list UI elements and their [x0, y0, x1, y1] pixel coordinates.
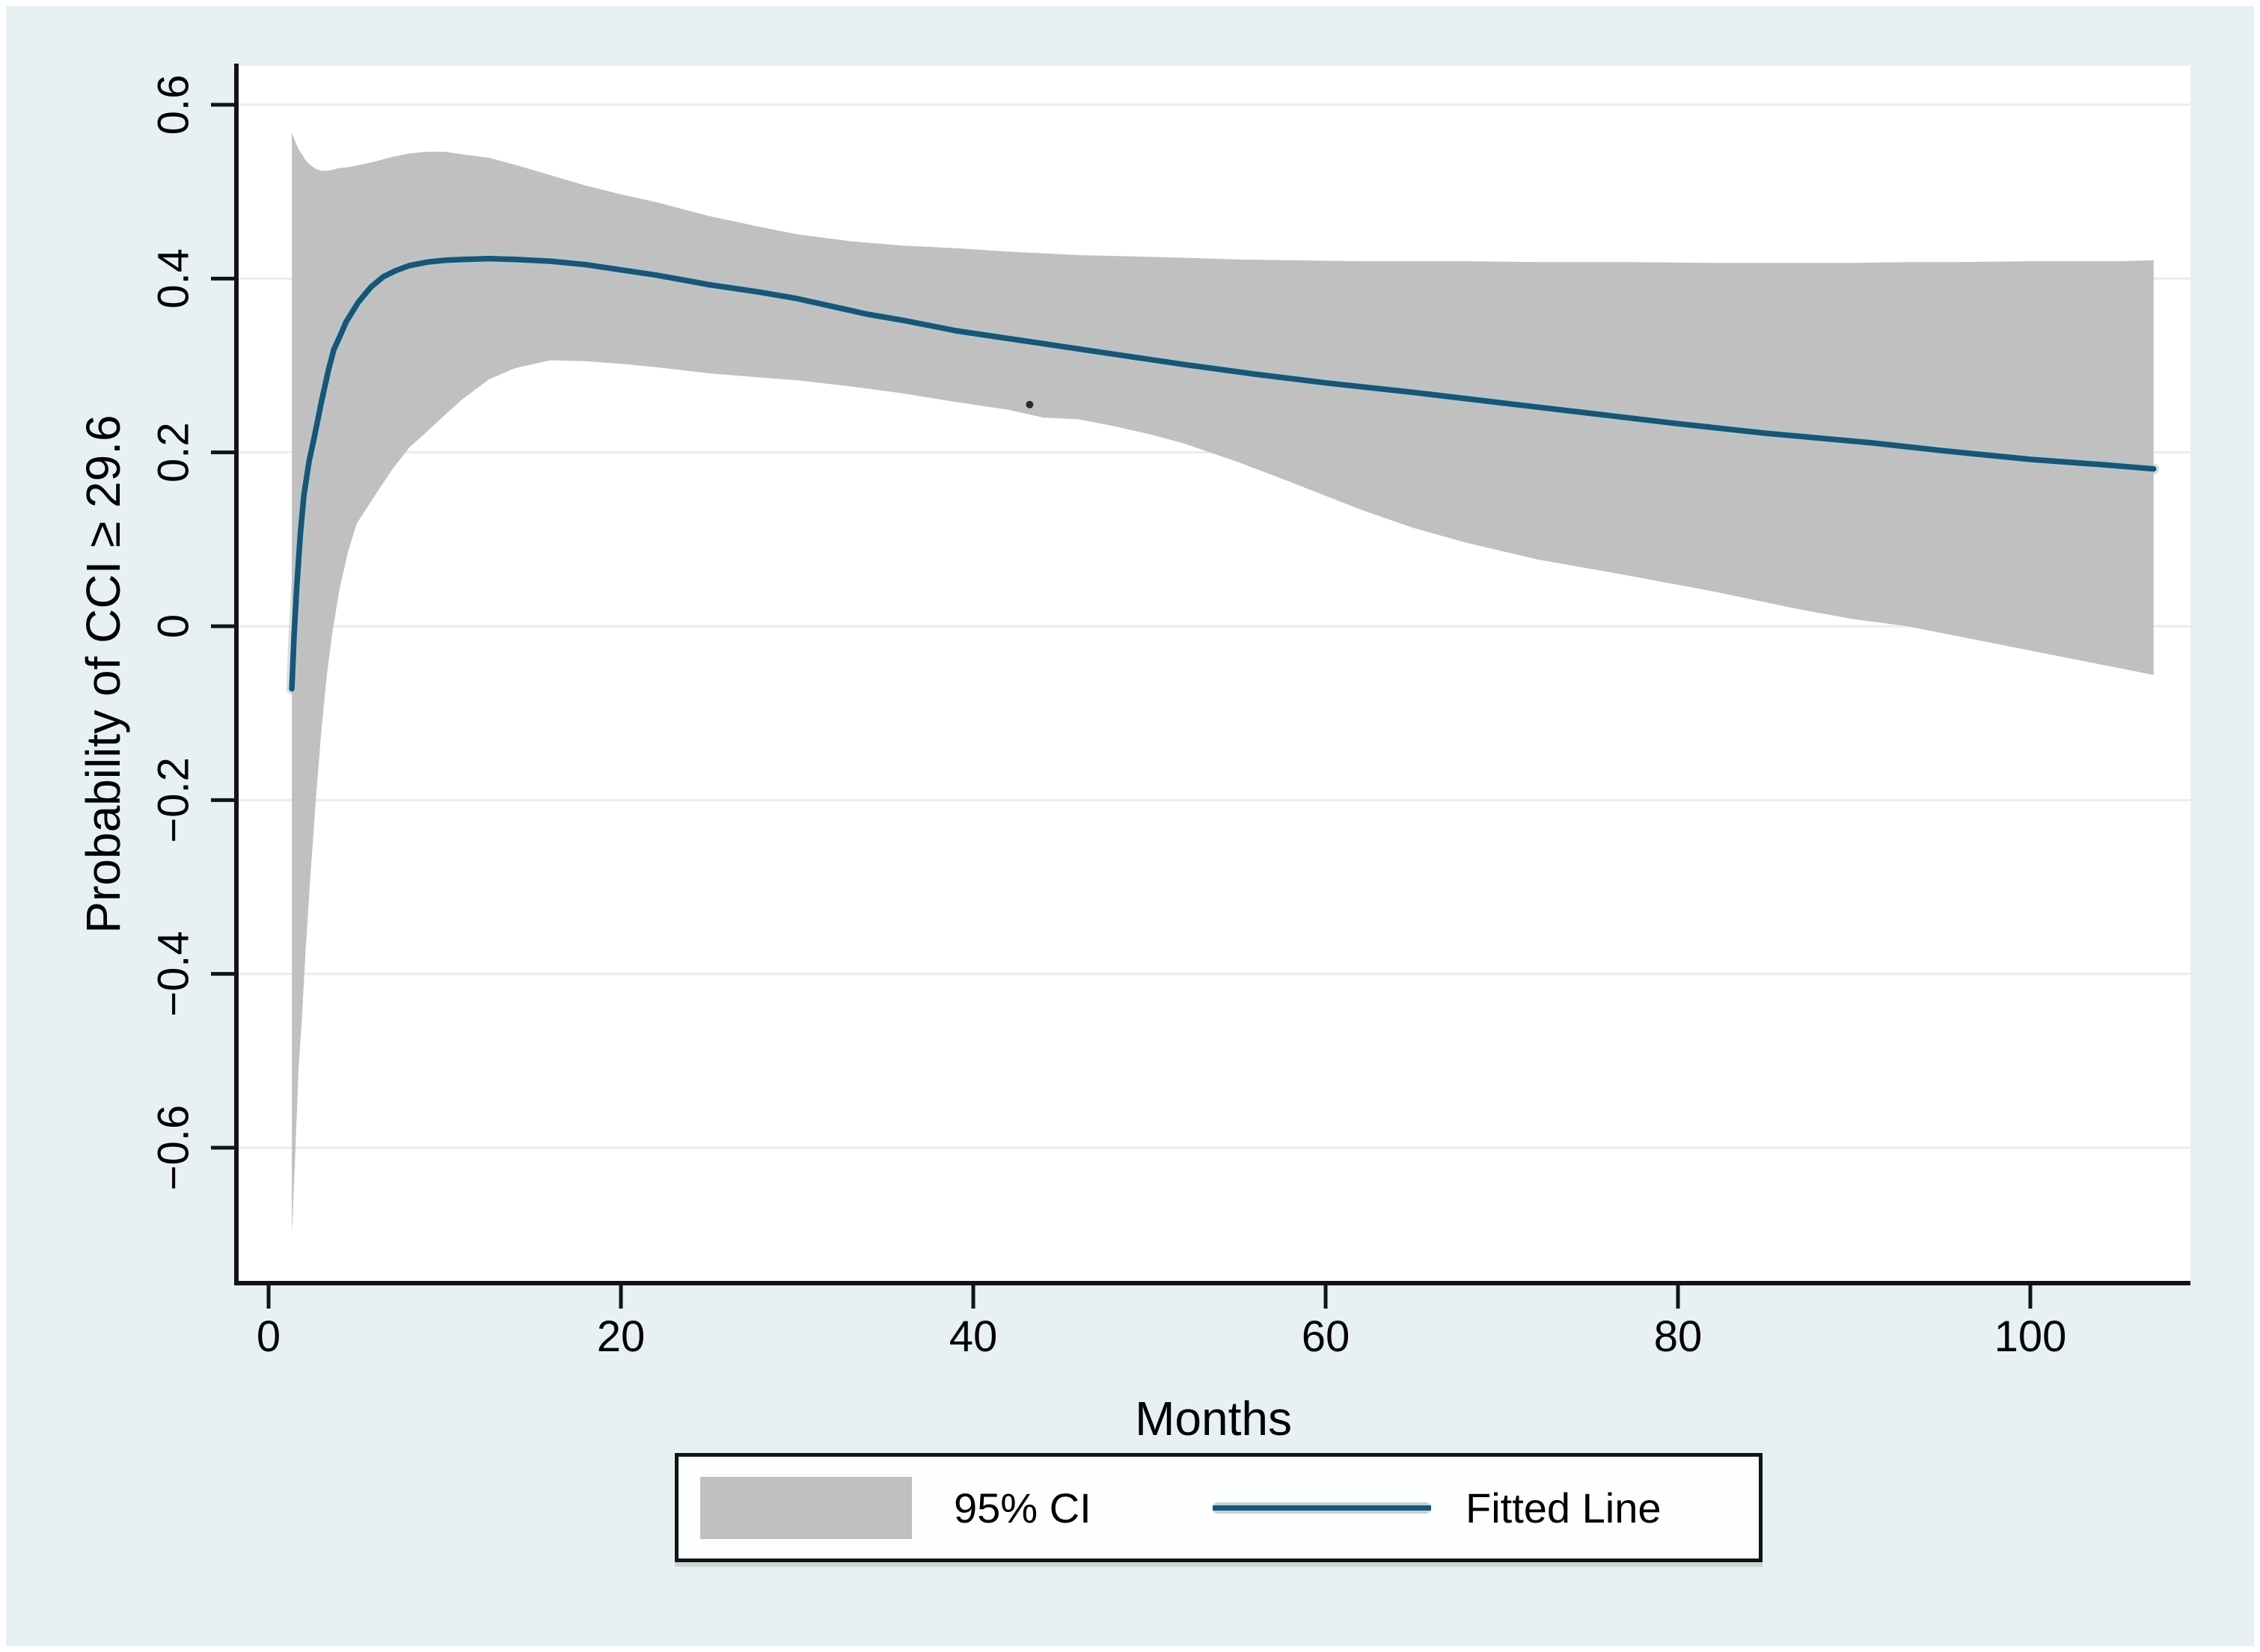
- x-tick-label: 0: [257, 1312, 281, 1361]
- fitted-line: [289, 255, 2157, 692]
- y-tick-label: 0.2: [150, 422, 198, 483]
- x-tick-label: 60: [1302, 1312, 1350, 1361]
- y-axis-title: Probability of CCI ≥ 29.6: [76, 414, 130, 933]
- fitted-line-sample: [1213, 1505, 1431, 1511]
- tick-label-layer: 0.6 0.4 0.2 0 −0.2 −0.4 −0.6 0 20 40 60 80 100: [150, 75, 2067, 1361]
- x-tick-label: 80: [1654, 1312, 1703, 1361]
- y-tick-label: −0.4: [150, 931, 198, 1017]
- fitted-line-swatch: [1213, 1502, 1431, 1514]
- y-tick-label: 0.4: [150, 248, 198, 309]
- ci-band-swatch: [700, 1477, 912, 1539]
- figure-background: 0.6 0.4 0.2 0 −0.2 −0.4 −0.6 0 20 40 60 80 100 Proba…: [6, 6, 2254, 1646]
- y-tick-label: −0.2: [150, 757, 198, 843]
- stray-data-point: [1026, 400, 1034, 409]
- y-tick-label: −0.6: [150, 1105, 198, 1191]
- y-tick-label: 0.6: [150, 75, 198, 135]
- chart-svg: 0.6 0.4 0.2 0 −0.2 −0.4 −0.6 0 20 40 60 80 100 Proba…: [76, 64, 2190, 1446]
- x-axis-title: Months: [1135, 1392, 1292, 1446]
- legend-line-label: Fitted Line: [1466, 1484, 1662, 1532]
- legend-ci-label: 95% CI: [954, 1484, 1091, 1532]
- ci-band: [292, 132, 2154, 1235]
- y-tick-label: 0: [150, 614, 198, 638]
- axis-layer: [211, 64, 2190, 1309]
- x-tick-label: 40: [949, 1312, 998, 1361]
- x-tick-label: 100: [1994, 1312, 2067, 1361]
- data-layer: [286, 132, 2160, 1235]
- x-tick-label: 20: [597, 1312, 646, 1361]
- legend-box: 95% CI Fitted Line: [675, 1453, 1763, 1562]
